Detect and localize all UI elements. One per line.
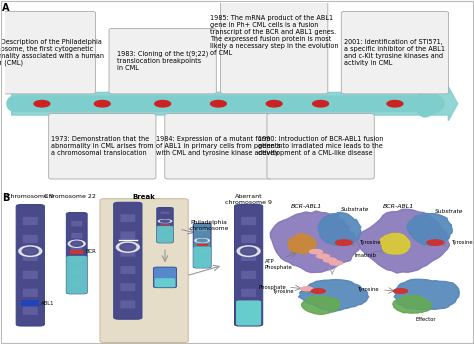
Text: Chromosome 9: Chromosome 9 <box>6 194 54 199</box>
Ellipse shape <box>237 246 260 256</box>
Text: Break: Break <box>133 194 155 200</box>
Ellipse shape <box>195 239 210 243</box>
Polygon shape <box>394 279 459 310</box>
FancyBboxPatch shape <box>0 11 96 94</box>
FancyBboxPatch shape <box>198 228 207 231</box>
Text: 1960: Description of the Philadelphia
chromosome, the first cytogenetic
abnormal: 1960: Description of the Philadelphia ch… <box>0 39 104 66</box>
FancyBboxPatch shape <box>109 29 216 94</box>
FancyBboxPatch shape <box>120 249 136 257</box>
Circle shape <box>387 100 403 107</box>
Text: 1983: Cloning of the t(9;22)
translocation breakpoints
in CML: 1983: Cloning of the t(9;22) translocati… <box>117 51 208 72</box>
FancyBboxPatch shape <box>16 205 45 326</box>
FancyBboxPatch shape <box>120 301 136 309</box>
Polygon shape <box>288 234 316 254</box>
FancyBboxPatch shape <box>241 289 256 297</box>
Ellipse shape <box>197 239 207 242</box>
FancyBboxPatch shape <box>71 221 82 226</box>
FancyBboxPatch shape <box>66 213 87 294</box>
Circle shape <box>210 100 226 107</box>
FancyBboxPatch shape <box>23 289 38 297</box>
FancyBboxPatch shape <box>154 267 177 288</box>
Circle shape <box>313 100 328 107</box>
FancyBboxPatch shape <box>23 217 38 225</box>
FancyBboxPatch shape <box>161 220 169 222</box>
FancyBboxPatch shape <box>71 269 82 274</box>
Circle shape <box>34 100 50 107</box>
Circle shape <box>323 258 337 262</box>
Text: 1990: Introduction of BCR-ABL1 fusion
gene into irradiated mice leads to the
dev: 1990: Introduction of BCR-ABL1 fusion ge… <box>258 136 383 156</box>
FancyBboxPatch shape <box>120 232 136 239</box>
FancyBboxPatch shape <box>220 0 328 94</box>
FancyBboxPatch shape <box>120 214 136 222</box>
FancyBboxPatch shape <box>267 114 374 179</box>
Text: Tyrosine: Tyrosine <box>358 287 380 292</box>
Text: BCR: BCR <box>86 249 96 254</box>
FancyBboxPatch shape <box>120 283 136 291</box>
FancyBboxPatch shape <box>241 217 256 225</box>
FancyBboxPatch shape <box>21 300 39 306</box>
FancyBboxPatch shape <box>71 281 82 286</box>
FancyBboxPatch shape <box>23 307 38 315</box>
Polygon shape <box>12 87 457 121</box>
Text: BCR-ABL1: BCR-ABL1 <box>383 204 414 208</box>
Text: Tyrosine: Tyrosine <box>273 289 295 294</box>
Circle shape <box>301 287 313 291</box>
FancyBboxPatch shape <box>66 256 87 294</box>
FancyBboxPatch shape <box>193 223 211 268</box>
Text: Substrate: Substrate <box>435 209 464 214</box>
FancyBboxPatch shape <box>157 207 173 243</box>
Polygon shape <box>299 280 369 312</box>
Text: Phosphate: Phosphate <box>258 285 286 290</box>
Circle shape <box>155 100 171 107</box>
Polygon shape <box>393 295 431 313</box>
FancyBboxPatch shape <box>197 244 208 246</box>
Polygon shape <box>318 212 361 245</box>
Polygon shape <box>407 214 452 245</box>
Ellipse shape <box>116 242 139 252</box>
Ellipse shape <box>120 244 136 251</box>
FancyBboxPatch shape <box>198 239 207 242</box>
Polygon shape <box>270 211 359 272</box>
FancyBboxPatch shape <box>241 235 256 243</box>
Polygon shape <box>381 234 410 254</box>
FancyBboxPatch shape <box>241 253 256 261</box>
Text: Chromosome 22: Chromosome 22 <box>44 194 96 199</box>
FancyBboxPatch shape <box>157 226 173 243</box>
FancyBboxPatch shape <box>160 224 170 225</box>
Text: Effector: Effector <box>416 317 437 322</box>
Circle shape <box>393 289 408 293</box>
Circle shape <box>317 254 329 258</box>
Text: Philadelphia
chromosome: Philadelphia chromosome <box>190 220 229 231</box>
Ellipse shape <box>160 220 170 222</box>
FancyBboxPatch shape <box>198 250 207 253</box>
Text: 2001: Identification of STI571,
a specific inhibitor of the ABL1
and c-Kit tyros: 2001: Identification of STI571, a specif… <box>345 39 446 66</box>
Text: BCR-ABL1: BCR-ABL1 <box>291 204 322 208</box>
FancyBboxPatch shape <box>120 266 136 274</box>
FancyBboxPatch shape <box>71 233 82 238</box>
FancyBboxPatch shape <box>70 250 83 254</box>
FancyBboxPatch shape <box>23 235 38 243</box>
Text: 1973: Demonstration that the
abnormality in CML arises from
a chromosomal transl: 1973: Demonstration that the abnormality… <box>51 136 154 156</box>
FancyBboxPatch shape <box>241 271 256 279</box>
FancyBboxPatch shape <box>71 245 82 250</box>
Text: Substrate: Substrate <box>341 207 370 212</box>
FancyBboxPatch shape <box>198 260 207 264</box>
Circle shape <box>266 100 282 107</box>
FancyBboxPatch shape <box>155 278 175 287</box>
FancyBboxPatch shape <box>161 228 169 231</box>
Circle shape <box>94 100 110 107</box>
Circle shape <box>427 240 444 245</box>
Circle shape <box>329 261 342 265</box>
FancyBboxPatch shape <box>241 307 256 315</box>
Ellipse shape <box>71 241 82 246</box>
FancyBboxPatch shape <box>114 202 142 319</box>
Circle shape <box>310 249 322 254</box>
Circle shape <box>311 289 325 293</box>
FancyBboxPatch shape <box>165 114 272 179</box>
FancyBboxPatch shape <box>23 253 38 261</box>
Polygon shape <box>356 209 450 273</box>
FancyBboxPatch shape <box>193 247 211 268</box>
FancyBboxPatch shape <box>235 205 263 326</box>
Ellipse shape <box>158 220 172 223</box>
FancyBboxPatch shape <box>49 114 156 179</box>
